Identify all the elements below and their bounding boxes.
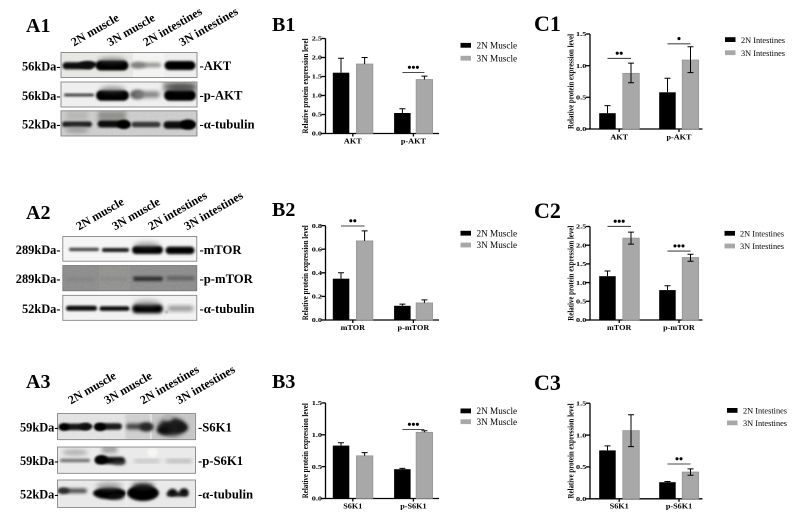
svg-text:0.0: 0.0 — [312, 316, 323, 324]
svg-text:0.5: 0.5 — [576, 93, 587, 101]
svg-text:3N Intestines: 3N Intestines — [743, 419, 787, 428]
svg-text:B3: B3 — [272, 371, 295, 393]
svg-text:0.5: 0.5 — [576, 463, 587, 471]
svg-text:0.0: 0.0 — [576, 316, 587, 324]
svg-text:52kDa-: 52kDa- — [22, 118, 61, 132]
svg-text:0.5: 0.5 — [312, 463, 323, 471]
svg-text:-mTOR: -mTOR — [200, 243, 243, 257]
svg-text:AKT: AKT — [610, 133, 628, 141]
svg-text:56kDa-: 56kDa- — [22, 89, 61, 103]
svg-text:-p-AKT: -p-AKT — [200, 89, 244, 103]
svg-text:-α-tubulin: -α-tubulin — [198, 488, 253, 502]
svg-text:Relative protein expression le: Relative protein expression level — [567, 403, 576, 499]
svg-text:S6K1: S6K1 — [610, 502, 629, 510]
svg-text:59kDa-: 59kDa- — [20, 421, 59, 435]
svg-text:1.0: 1.0 — [576, 431, 587, 439]
svg-text:0.0: 0.0 — [576, 495, 587, 503]
svg-text:S6K1: S6K1 — [343, 502, 362, 510]
svg-text:2.0: 2.0 — [576, 241, 587, 249]
svg-text:p-mTOR: p-mTOR — [398, 323, 430, 331]
svg-text:0.8: 0.8 — [312, 222, 323, 230]
svg-text:0.5: 0.5 — [312, 111, 323, 119]
svg-text:2N Muscle: 2N Muscle — [477, 228, 518, 238]
svg-text:289kDa-: 289kDa- — [16, 243, 61, 257]
svg-text:1.0: 1.0 — [312, 431, 323, 439]
svg-text:p-AKT: p-AKT — [401, 137, 426, 145]
svg-text:mTOR: mTOR — [341, 323, 366, 331]
svg-text:A3: A3 — [26, 371, 50, 393]
svg-text:B1: B1 — [272, 14, 295, 36]
svg-text:-α-tubulin: -α-tubulin — [200, 117, 255, 131]
svg-text:0.5: 0.5 — [576, 297, 587, 305]
svg-text:2.5: 2.5 — [576, 223, 587, 231]
svg-text:C1: C1 — [534, 11, 561, 36]
svg-text:0.0: 0.0 — [312, 495, 323, 503]
svg-text:p-mTOR: p-mTOR — [663, 323, 695, 331]
svg-text:0.0: 0.0 — [312, 130, 323, 138]
svg-text:-p-S6K1: -p-S6K1 — [198, 454, 243, 468]
svg-text:1.5: 1.5 — [576, 30, 587, 38]
svg-text:p-S6K1: p-S6K1 — [400, 502, 427, 510]
svg-text:3N Intestines: 3N Intestines — [741, 49, 785, 58]
svg-text:0.2: 0.2 — [312, 293, 323, 301]
svg-text:Relative protein expression le: Relative protein expression level — [301, 225, 310, 321]
svg-text:Relative protein expression le: Relative protein expression level — [301, 38, 310, 134]
svg-text:52kDa-: 52kDa- — [20, 488, 59, 502]
svg-text:3N Muscle: 3N Muscle — [477, 417, 518, 427]
svg-text:52kDa-: 52kDa- — [22, 302, 61, 316]
svg-text:AKT: AKT — [344, 137, 362, 145]
svg-text:mTOR: mTOR — [607, 323, 632, 331]
svg-text:-S6K1: -S6K1 — [198, 421, 232, 435]
svg-text:3N Intestines: 3N Intestines — [740, 242, 784, 251]
svg-text:2.5: 2.5 — [312, 35, 323, 43]
svg-text:1.5: 1.5 — [576, 260, 587, 268]
svg-text:2N Muscle: 2N Muscle — [477, 41, 518, 51]
svg-text:3N Muscle: 3N Muscle — [477, 53, 518, 63]
svg-text:A1: A1 — [26, 15, 50, 37]
svg-text:0.0: 0.0 — [576, 125, 587, 133]
svg-text:Relative protein expression le: Relative protein expression level — [567, 225, 576, 321]
svg-text:2N Muscle: 2N Muscle — [477, 406, 518, 416]
svg-text:0.4: 0.4 — [312, 269, 323, 277]
svg-text:-AKT: -AKT — [200, 59, 232, 73]
svg-text:-α-tubulin: -α-tubulin — [200, 302, 255, 316]
svg-text:C3: C3 — [534, 370, 561, 395]
svg-text:1.0: 1.0 — [312, 92, 323, 100]
svg-text:p-S6K1: p-S6K1 — [666, 502, 693, 510]
svg-text:C2: C2 — [534, 198, 561, 223]
svg-text:289kDa-: 289kDa- — [16, 272, 61, 286]
svg-text:B2: B2 — [272, 199, 295, 221]
svg-text:-p-mTOR: -p-mTOR — [200, 272, 254, 286]
svg-text:1.5: 1.5 — [312, 73, 323, 81]
svg-text:2N Intestines: 2N Intestines — [740, 230, 784, 239]
svg-text:2.0: 2.0 — [312, 54, 323, 62]
svg-text:0.6: 0.6 — [312, 245, 323, 253]
svg-text:2N Intestines: 2N Intestines — [741, 36, 785, 45]
svg-text:2N Intestines: 2N Intestines — [743, 407, 787, 416]
svg-text:1.5: 1.5 — [312, 399, 323, 407]
svg-text:3N Muscle: 3N Muscle — [477, 240, 518, 250]
svg-text:56kDa-: 56kDa- — [22, 59, 61, 73]
svg-text:1.5: 1.5 — [576, 399, 587, 407]
svg-text:1.0: 1.0 — [576, 279, 587, 287]
svg-text:A2: A2 — [26, 202, 50, 224]
svg-text:59kDa-: 59kDa- — [20, 454, 59, 468]
svg-text:1.0: 1.0 — [576, 62, 587, 70]
svg-text:Relative protein expression le: Relative protein expression level — [567, 33, 576, 129]
svg-text:p-AKT: p-AKT — [666, 133, 691, 141]
svg-text:Relative protein expression le: Relative protein expression level — [301, 403, 310, 499]
